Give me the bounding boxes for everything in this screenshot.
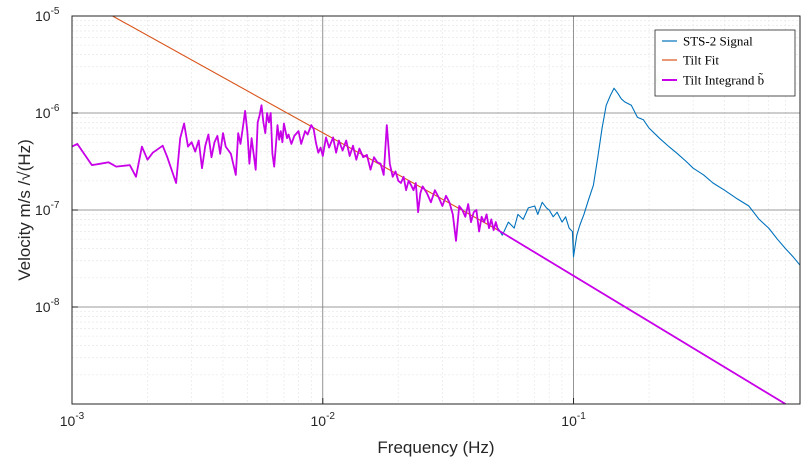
series-sts2-signal: [497, 87, 801, 266]
x-tick-label: 10-3: [60, 411, 85, 429]
y-axis-label: Velocity m/s /√(Hz): [15, 139, 34, 281]
x-tick-labels: 10-3 10-2 10-1: [60, 411, 586, 429]
series-layer: [71, 15, 801, 405]
y-tick-label: 10-8: [35, 297, 60, 315]
tick-marks: [71, 15, 575, 404]
x-tick-label: 10-2: [311, 411, 336, 429]
legend-label-tilt-fit: Tilt Fit: [683, 53, 719, 68]
x-tick-label: 10-1: [561, 411, 586, 429]
legend: STS-2 Signal Tilt Fit Tilt Integrand b̃: [654, 29, 796, 97]
y-tick-labels: 10-8 10-7 10-6 10-5: [35, 6, 60, 315]
y-tick-label: 10-6: [35, 103, 60, 121]
x-axis-label: Frequency (Hz): [377, 438, 494, 457]
y-tick-label: 10-7: [35, 200, 60, 218]
legend-box: [654, 29, 796, 97]
series-tilt-integrand: [71, 104, 786, 405]
y-tick-label: 10-5: [35, 6, 60, 24]
minor-grid: [72, 16, 800, 404]
legend-label-sts2-signal: STS-2 Signal: [683, 34, 753, 49]
legend-label-tilt-integrand: Tilt Integrand b̃: [683, 72, 764, 87]
